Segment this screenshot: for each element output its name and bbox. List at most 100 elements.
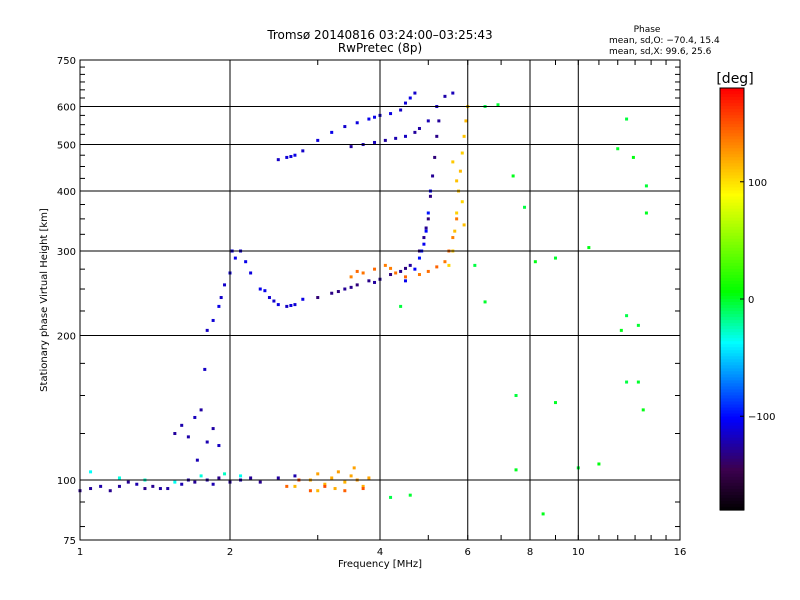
colorbar-band [720,88,744,92]
colorbar-band [720,305,744,309]
colorbar-band [720,311,744,315]
colorbar-band [720,232,744,237]
data-point [211,427,215,431]
data-point [455,179,459,183]
colorbar-band [720,169,744,173]
data-point [117,484,121,488]
data-point [631,155,635,159]
data-point [323,482,327,486]
data-point [383,263,387,267]
data-point [301,149,305,153]
data-point [644,184,648,188]
data-point [249,476,253,480]
colorbar-band [720,350,744,354]
data-point [413,91,417,95]
data-point [428,194,432,198]
data-point [389,112,393,116]
colorbar-band [720,449,744,454]
data-point [285,304,289,308]
data-point [383,138,387,142]
colorbar-band [720,374,744,378]
colorbar-band [720,413,744,418]
data-point [217,476,221,480]
data-point [195,458,199,462]
data-point [373,267,377,271]
data-point [217,444,221,448]
colorbar-band [720,353,744,357]
data-point [403,101,407,105]
colorbar-band [720,289,744,294]
data-point [173,432,177,436]
colorbar-band [720,208,744,213]
data-point [117,476,121,480]
colorbar-band [720,392,744,397]
data-point [553,401,557,405]
data-point [89,470,93,474]
data-point [367,476,371,480]
data-point [330,291,334,295]
data-point [399,108,403,112]
colorbar-band [720,91,744,95]
colorbar-band [720,238,744,243]
colorbar-band [720,205,744,210]
data-point [193,480,197,484]
data-point [355,283,359,287]
colorbar-band [720,223,744,228]
data-point [343,287,347,291]
data-point [511,174,515,178]
colorbar-band [720,211,744,216]
colorbar-band [720,193,744,198]
axes: 1 2 4 6 8 10 16 75 100 200 300 400 500 600 750 [57,56,686,558]
colorbar-band [720,235,744,240]
colorbar-band [720,250,744,255]
colorbar-band [720,377,744,381]
data-point [422,236,426,240]
colorbar-band [720,407,744,412]
data-point [408,263,412,267]
data-point [89,487,93,491]
colorbar-band [720,256,744,261]
colorbar-band [720,286,744,291]
chart-subtitle: RwPretec (8p) [338,41,422,55]
colorbar-band [720,335,744,339]
data-point [180,423,184,427]
y-tick-label: 300 [57,247,76,258]
x-tick-label: 2 [227,547,233,558]
data-point [330,476,334,480]
data-point [514,468,518,472]
data-point [460,200,464,204]
data-point [349,474,353,478]
data-point [462,134,466,138]
colorbar-band [720,458,744,463]
data-point [267,296,271,300]
colorbar-band [720,506,744,511]
data-point [413,130,417,134]
data-point [349,285,353,289]
colorbar-band [720,398,744,403]
colorbar-tick-label: 100 [748,178,767,189]
colorbar-band [720,302,744,306]
colorbar-band [720,299,744,303]
colorbar-band [720,187,744,192]
colorbar-band [720,380,744,384]
data-point [166,487,170,491]
data-point [451,236,455,240]
colorbar: 100 0 −100 [719,87,775,511]
data-point [426,217,430,221]
data-point [523,205,527,209]
colorbar-band [720,437,744,442]
data-point [625,380,629,384]
data-point [496,103,500,107]
data-point [408,96,412,100]
colorbar-band [720,262,744,267]
data-point [462,223,466,227]
chart-title: Tromsø 20140816 03:24:00–03:25:43 [266,28,492,42]
x-tick-label: 8 [527,547,533,558]
data-point [361,484,365,488]
colorbar-band [720,127,744,131]
data-point [587,246,591,250]
colorbar-band [720,295,744,300]
colorbar-band [720,500,744,505]
data-point [413,267,417,271]
